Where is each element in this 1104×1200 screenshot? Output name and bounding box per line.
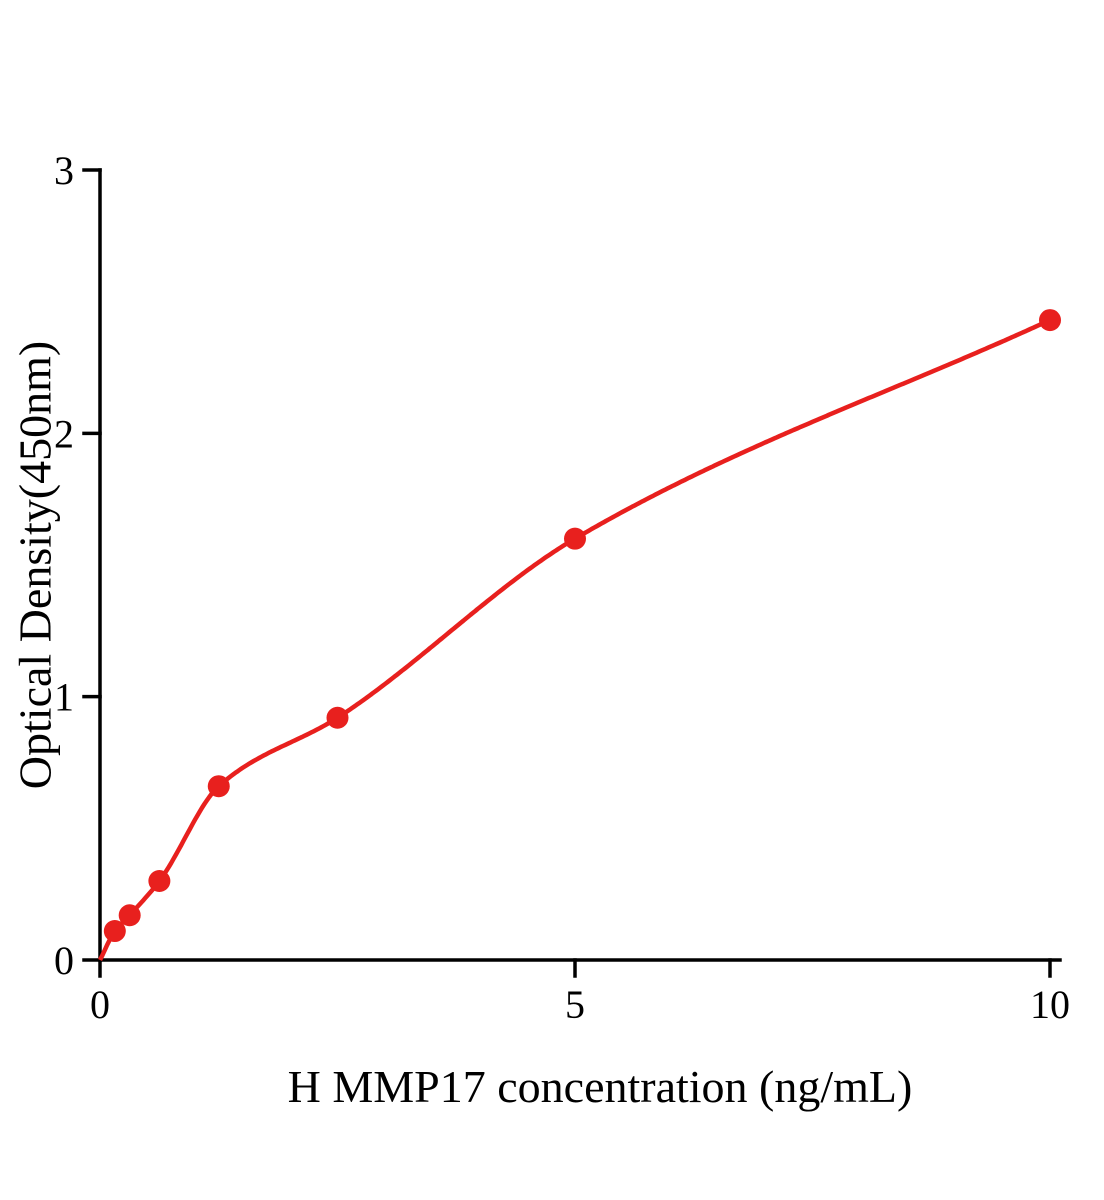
x-axis-label: H MMP17 concentration (ng/mL) bbox=[287, 1061, 913, 1112]
y-tick-label: 1 bbox=[54, 675, 74, 720]
x-tick-label: 5 bbox=[565, 982, 585, 1027]
y-tick-label: 2 bbox=[54, 411, 74, 456]
fit-curve bbox=[97, 318, 1051, 962]
x-tick-label: 10 bbox=[1030, 982, 1070, 1027]
data-point bbox=[118, 904, 141, 927]
data-point bbox=[148, 870, 171, 892]
y-tick-label: 3 bbox=[54, 148, 74, 193]
data-point bbox=[207, 775, 230, 798]
y-axis-label: Optical Density(450nm) bbox=[9, 340, 61, 790]
data-point bbox=[103, 920, 126, 943]
x-tick-label: 0 bbox=[90, 982, 110, 1027]
y-tick-label: 0 bbox=[54, 938, 74, 983]
data-point bbox=[564, 527, 586, 550]
data-point bbox=[1039, 309, 1061, 332]
data-point bbox=[326, 706, 349, 729]
